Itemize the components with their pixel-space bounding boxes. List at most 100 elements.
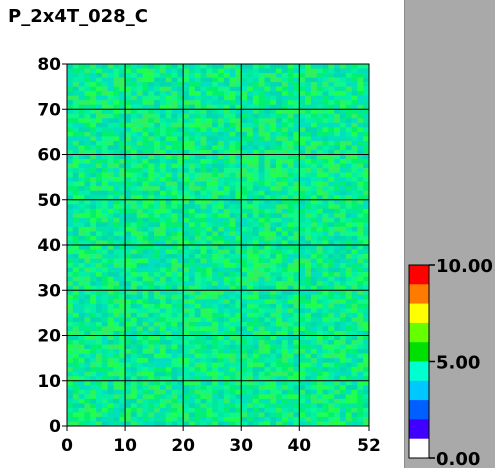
heatmap-cell (258, 100, 265, 106)
heatmap-cell (357, 113, 364, 119)
heatmap-cell (142, 276, 149, 282)
heatmap-cell (96, 91, 103, 96)
heatmap-cell (287, 403, 294, 409)
heatmap-cell (107, 276, 114, 282)
heatmap-cell (72, 380, 79, 386)
heatmap-cell (67, 217, 74, 223)
heatmap-cell (357, 380, 364, 386)
heatmap-cell (188, 344, 196, 350)
heatmap-cell (188, 190, 196, 196)
heatmap-cell (113, 240, 120, 246)
heatmap-cell (72, 290, 79, 296)
heatmap-cell (328, 330, 335, 336)
heatmap-cell (188, 122, 196, 128)
heatmap-cell (113, 326, 120, 332)
heatmap-cell (276, 380, 283, 386)
heatmap-cell (334, 321, 341, 327)
heatmap-cell (351, 403, 358, 409)
heatmap-cell (270, 190, 277, 196)
heatmap-cell (165, 403, 172, 409)
heatmap-cell (101, 118, 108, 124)
heatmap-cell (148, 140, 155, 146)
heatmap-cell (177, 258, 184, 264)
heatmap-cell (142, 267, 149, 273)
heatmap-cell (345, 204, 352, 210)
heatmap-cell (84, 263, 91, 268)
heatmap-cell (305, 389, 312, 395)
heatmap-cell (322, 321, 329, 327)
heatmap-cell (281, 140, 288, 146)
heatmap-cell (345, 394, 352, 400)
heatmap-cell (345, 416, 352, 422)
heatmap-cell (101, 281, 108, 287)
heatmap-cell (310, 362, 318, 368)
heatmap-cell (148, 122, 155, 128)
heatmap-cell (107, 321, 114, 327)
heatmap-cell (183, 154, 190, 160)
heatmap-cell (90, 394, 97, 400)
heatmap-cell (206, 195, 213, 201)
heatmap-cell (357, 276, 364, 282)
heatmap-cell (316, 127, 323, 133)
heatmap-cell (78, 371, 85, 377)
heatmap-cell (339, 199, 347, 205)
heatmap-cell (113, 389, 120, 395)
heatmap-cell (200, 77, 207, 83)
heatmap-cell (281, 272, 288, 277)
heatmap-cell (183, 217, 190, 223)
heatmap-cell (281, 376, 288, 382)
heatmap-cell (252, 64, 259, 69)
heatmap-cell (67, 82, 74, 87)
heatmap-cell (316, 249, 323, 255)
heatmap-cell (258, 285, 265, 291)
heatmap-cell (78, 267, 85, 273)
heatmap-cell (339, 285, 347, 291)
heatmap-cell (363, 412, 370, 418)
heatmap-cell (345, 344, 352, 350)
heatmap-cell (357, 68, 364, 74)
heatmap-cell (200, 340, 207, 345)
heatmap-cell (299, 340, 306, 345)
heatmap-cell (130, 389, 137, 395)
heatmap-cell (78, 398, 85, 404)
heatmap-cell (310, 127, 318, 133)
heatmap-cell (96, 258, 103, 264)
heatmap-cell (130, 73, 137, 78)
heatmap-cell (363, 154, 370, 160)
heatmap-cell (218, 204, 225, 210)
heatmap-cell (84, 267, 91, 273)
heatmap-cell (328, 136, 335, 142)
heatmap-cell (183, 407, 190, 413)
heatmap-cell (177, 353, 184, 359)
heatmap-cell (165, 140, 172, 146)
heatmap-cell (101, 326, 108, 332)
heatmap-cell (339, 172, 347, 178)
heatmap-cell (334, 195, 341, 201)
heatmap-cell (183, 249, 190, 255)
heatmap-cell (90, 213, 97, 219)
heatmap-cell (177, 127, 184, 133)
heatmap-cell (90, 163, 97, 169)
heatmap-cell (84, 367, 91, 373)
heatmap-cell (113, 353, 120, 359)
heatmap-cell (148, 109, 155, 115)
heatmap-cell (90, 131, 97, 137)
heatmap-cell (194, 258, 201, 264)
heatmap-cell (67, 131, 74, 137)
heatmap-cell (142, 362, 149, 368)
heatmap-cell (281, 199, 288, 205)
heatmap-cell (334, 109, 341, 115)
heatmap-cell (148, 376, 155, 382)
heatmap-cell (72, 186, 79, 192)
heatmap-cell (90, 254, 97, 259)
heatmap-cell (223, 177, 230, 182)
heatmap-cell (270, 380, 277, 386)
heatmap-cell (165, 358, 172, 363)
heatmap-cell (310, 77, 318, 83)
heatmap-cell (276, 335, 283, 341)
heatmap-cell (316, 131, 323, 137)
heatmap-cell (130, 64, 137, 69)
heatmap-cell (328, 376, 335, 382)
heatmap-cell (171, 290, 178, 296)
heatmap-cell (78, 149, 85, 155)
